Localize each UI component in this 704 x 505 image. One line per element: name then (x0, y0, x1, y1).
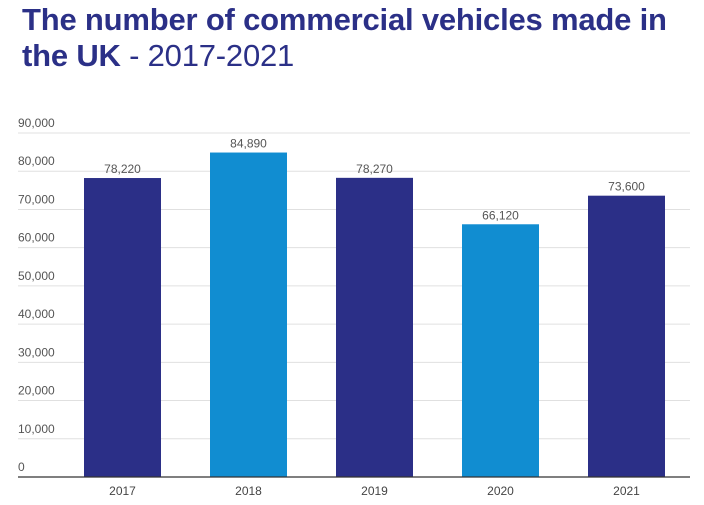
y-tick-label: 30,000 (18, 345, 55, 359)
chart-title-years: - 2017-2021 (120, 38, 295, 73)
y-tick-label: 60,000 (18, 231, 55, 245)
y-tick-label: 0 (18, 460, 25, 474)
bar-2018 (210, 152, 287, 477)
chart-title: The number of commercial vehicles made i… (22, 2, 704, 74)
data-label: 78,220 (104, 162, 141, 176)
y-tick-label: 40,000 (18, 307, 55, 321)
data-label: 73,600 (608, 180, 645, 194)
x-tick-label: 2018 (235, 484, 262, 498)
x-tick-label: 2021 (613, 484, 640, 498)
y-tick-label: 80,000 (18, 154, 55, 168)
data-label: 66,120 (482, 208, 519, 222)
y-tick-label: 70,000 (18, 192, 55, 206)
bar-2019 (336, 177, 413, 478)
y-tick-label: 90,000 (18, 116, 55, 130)
data-label: 78,270 (356, 162, 393, 176)
x-tick-label: 2019 (361, 484, 388, 498)
x-tick-label: 2020 (487, 484, 514, 498)
bar-2021 (588, 195, 665, 477)
x-tick-label: 2017 (109, 484, 136, 498)
y-tick-label: 20,000 (18, 384, 55, 398)
bar-2020 (462, 224, 539, 477)
y-tick-label: 50,000 (18, 269, 55, 283)
chart-title-main: The number of commercial vehicles made i… (22, 2, 667, 73)
bar-2017 (84, 178, 161, 478)
y-tick-label: 10,000 (18, 422, 55, 436)
data-label: 84,890 (230, 137, 267, 151)
